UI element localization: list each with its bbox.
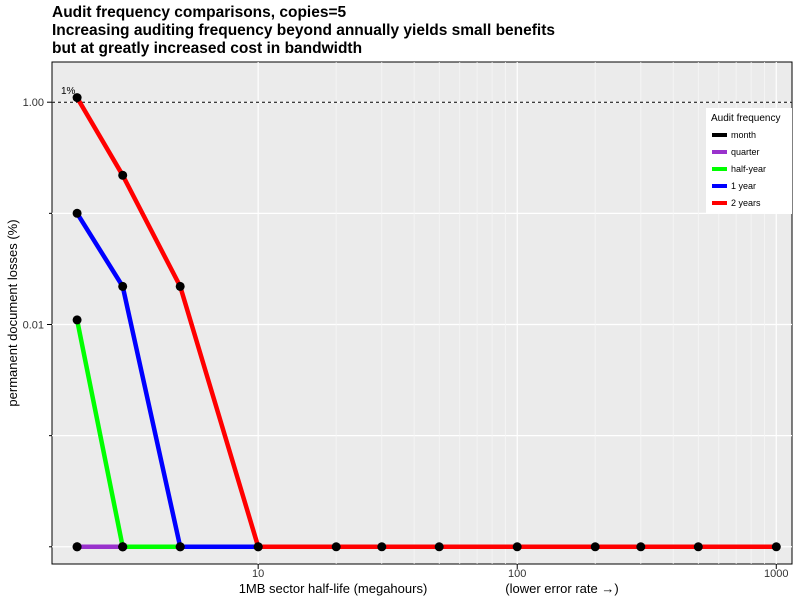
data-point-2-years (636, 542, 646, 552)
data-point-2-years (693, 542, 703, 552)
data-point-2-years (590, 542, 600, 552)
data-point-1-year (72, 208, 82, 218)
series-line-1-year (75, 212, 259, 550)
legend: Audit frequency month quarter half-year 1 y… (706, 108, 792, 214)
data-point-2-years (331, 542, 341, 552)
reference-line-label: 1% (61, 86, 76, 97)
data-point-half-year (72, 315, 82, 325)
legend-label-half-year: half-year (731, 164, 766, 174)
y-tick-label: 1.00 (23, 97, 44, 109)
data-point-2-years (377, 542, 387, 552)
series-line-2-years (75, 96, 777, 550)
x-tick-label: 1000 (764, 568, 788, 580)
legend-label-1-year: 1 year (731, 181, 756, 191)
data-point-2-years (72, 93, 82, 103)
x-tick-label: 100 (508, 568, 526, 580)
y-axis-label: permanent document losses (%) (5, 219, 20, 406)
data-point-2-years (512, 542, 522, 552)
x-tick-label: 10 (252, 568, 264, 580)
data-point-half-year (118, 542, 128, 552)
x-axis-secondary-label: (lower error rate →) (505, 581, 618, 596)
x-axis-label: 1MB sector half-life (megahours) (239, 581, 428, 596)
plot-panel (51, 61, 793, 565)
chart-title-line-3: but at greatly increased cost in bandwid… (52, 40, 363, 57)
data-point-1-year (118, 281, 128, 291)
legend-items: month quarter half-year 1 year 2 years (712, 130, 766, 208)
legend-box (706, 108, 792, 214)
data-point-quarter (72, 542, 82, 552)
chart-title-line-2: Increasing auditing frequency beyond ann… (52, 22, 556, 39)
points-layer (72, 93, 781, 552)
chart-title-line-1: Audit frequency comparisons, copies=5 (52, 4, 347, 21)
data-point-1-year (175, 542, 185, 552)
data-point-2-years (175, 281, 185, 291)
legend-label-quarter: quarter (731, 147, 760, 157)
legend-label-month: month (731, 130, 756, 140)
data-point-2-years (771, 542, 781, 552)
data-point-2-years (434, 542, 444, 552)
reference-line: 1% (52, 86, 792, 103)
legend-label-2-years: 2 years (731, 198, 761, 208)
axes: 1.00 0.01 10 100 1000 (23, 97, 789, 580)
legend-title: Audit frequency (711, 113, 781, 124)
y-tick-label: 0.01 (23, 319, 44, 331)
data-point-2-years (118, 170, 128, 180)
series-layer (74, 96, 777, 550)
data-point-2-years (253, 542, 263, 552)
